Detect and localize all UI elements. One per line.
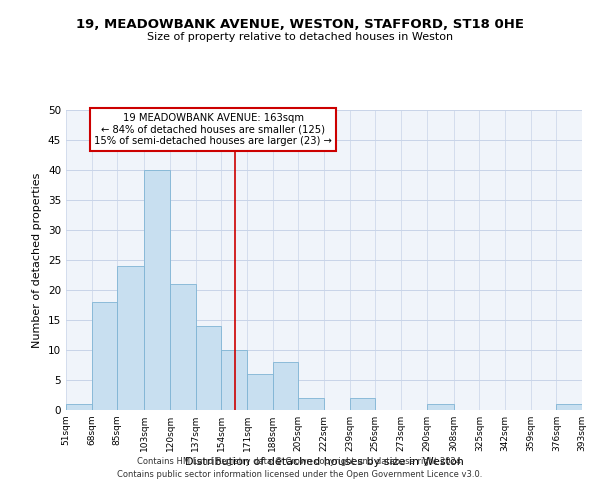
Y-axis label: Number of detached properties: Number of detached properties: [32, 172, 43, 348]
Bar: [556, 404, 582, 410]
Bar: [273, 362, 298, 410]
Text: Contains HM Land Registry data © Crown copyright and database right 2024.: Contains HM Land Registry data © Crown c…: [137, 458, 463, 466]
Bar: [247, 374, 273, 410]
Bar: [92, 302, 117, 410]
Bar: [117, 266, 145, 410]
Bar: [427, 404, 454, 410]
Text: Size of property relative to detached houses in Weston: Size of property relative to detached ho…: [147, 32, 453, 42]
Bar: [66, 404, 92, 410]
Bar: [350, 398, 375, 410]
Bar: [221, 350, 247, 410]
Text: 19, MEADOWBANK AVENUE, WESTON, STAFFORD, ST18 0HE: 19, MEADOWBANK AVENUE, WESTON, STAFFORD,…: [76, 18, 524, 30]
X-axis label: Distribution of detached houses by size in Weston: Distribution of detached houses by size …: [185, 457, 463, 467]
Bar: [145, 170, 170, 410]
Bar: [196, 326, 221, 410]
Text: Contains public sector information licensed under the Open Government Licence v3: Contains public sector information licen…: [118, 470, 482, 479]
Bar: [170, 284, 196, 410]
Bar: [298, 398, 324, 410]
Text: 19 MEADOWBANK AVENUE: 163sqm
← 84% of detached houses are smaller (125)
15% of s: 19 MEADOWBANK AVENUE: 163sqm ← 84% of de…: [94, 113, 332, 146]
